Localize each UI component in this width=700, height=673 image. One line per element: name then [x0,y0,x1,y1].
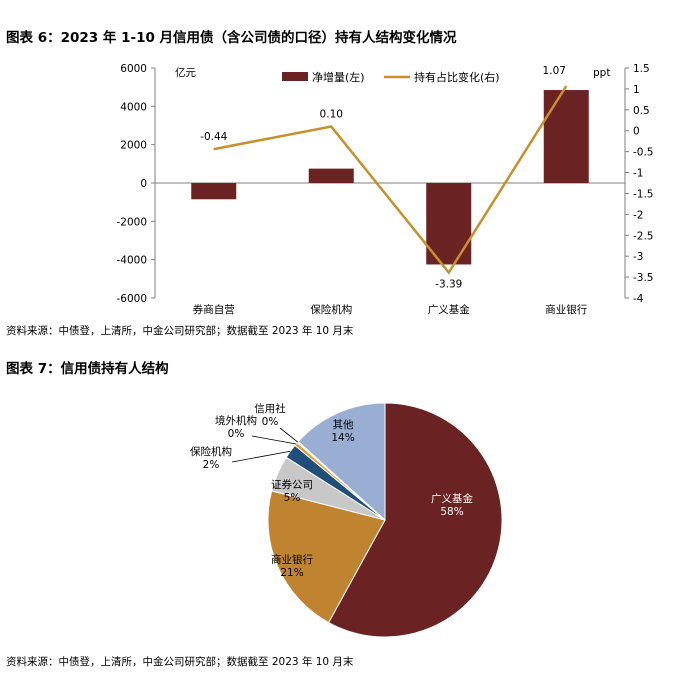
figure-7-source: 资料来源：中债登，上清所，中金公司研究部；数据截至 2023 年 10 月末 [6,656,354,668]
right-tick-label: 0.5 [633,105,650,117]
pie-label: 证券公司 [271,478,313,491]
pie-pct-label: 2% [203,459,220,471]
left-tick-label: 2000 [120,140,147,152]
right-tick-label: 0 [633,126,640,138]
bar-line-chart: 6000 4000 2000 0 -2000 -4000 -6000 1.5 1 0.5 0 -0.5… [116,63,654,316]
right-axis-unit: ppt [593,67,610,79]
figure-7-title: 图表 7：信用债持有人结构 [6,361,169,377]
legend-label-bar: 净增量(左) [312,70,365,84]
legend-label-line: 持有占比变化(右) [414,70,500,84]
pie-label: 广义基金 [431,492,473,505]
line-data-label: -0.44 [200,131,227,143]
line-data-label: 0.10 [320,109,343,121]
pie-label: 其他 [333,418,354,431]
line-data-label: -3.39 [435,278,462,290]
category-label: 券商自营 [193,303,235,316]
category-label: 保险机构 [310,303,352,316]
right-tick-label: -3 [633,251,643,263]
left-tick-label: 6000 [120,63,147,75]
right-tick-label: -2.5 [633,230,654,242]
legend-swatch-bar [282,72,308,81]
pie-leader-line [251,435,297,445]
line-data-label: 1.07 [543,65,566,77]
left-tick-label: 0 [140,178,147,190]
right-tick-label: 1.5 [633,63,650,75]
pie-slice [327,402,503,638]
pie-label: 商业银行 [271,553,313,566]
figure-6-source: 资料来源：中债登，上清所，中金公司研究部；数据截至 2023 年 10 月末 [6,325,354,337]
right-tick-label: 1 [633,84,640,96]
pie-label: 信用社 [254,402,286,415]
line-series [213,85,568,275]
pie-pct-label: 14% [331,432,354,444]
left-tick-label: -2000 [116,216,147,228]
right-tick-label: -2 [633,209,643,221]
right-tick-label: -0.5 [633,147,654,159]
left-axis-unit: 亿元 [175,66,196,79]
pie-pct-label: 5% [284,492,301,504]
left-tick-label: -4000 [116,255,147,267]
left-tick-label: 4000 [120,101,147,113]
bar [543,90,589,183]
pie-label: 境外机构 [215,414,257,427]
right-tick-label: -1 [633,168,643,180]
figure-6-title: 图表 6：2023 年 1-10 月信用债（含公司债的口径）持有人结构变化情况 [6,30,457,46]
category-label: 广义基金 [428,303,470,316]
left-tick-label: -6000 [116,293,147,305]
pie-leader-line [231,450,291,463]
bar [191,183,237,200]
pie-pct-label: 0% [228,428,245,440]
right-tick-label: -1.5 [633,188,654,200]
pie-slice [267,490,386,624]
pie-pct-label: 0% [262,416,279,428]
pie-label: 保险机构 [190,445,232,458]
pie-pct-label: 21% [280,567,303,579]
category-label: 商业银行 [545,303,587,316]
right-tick-label: -4 [633,293,644,305]
bar [308,168,354,183]
pie-pct-label: 58% [440,506,463,518]
pie-leader-line [279,427,298,443]
pie-slice [297,402,386,522]
right-tick-label: -3.5 [633,272,654,284]
